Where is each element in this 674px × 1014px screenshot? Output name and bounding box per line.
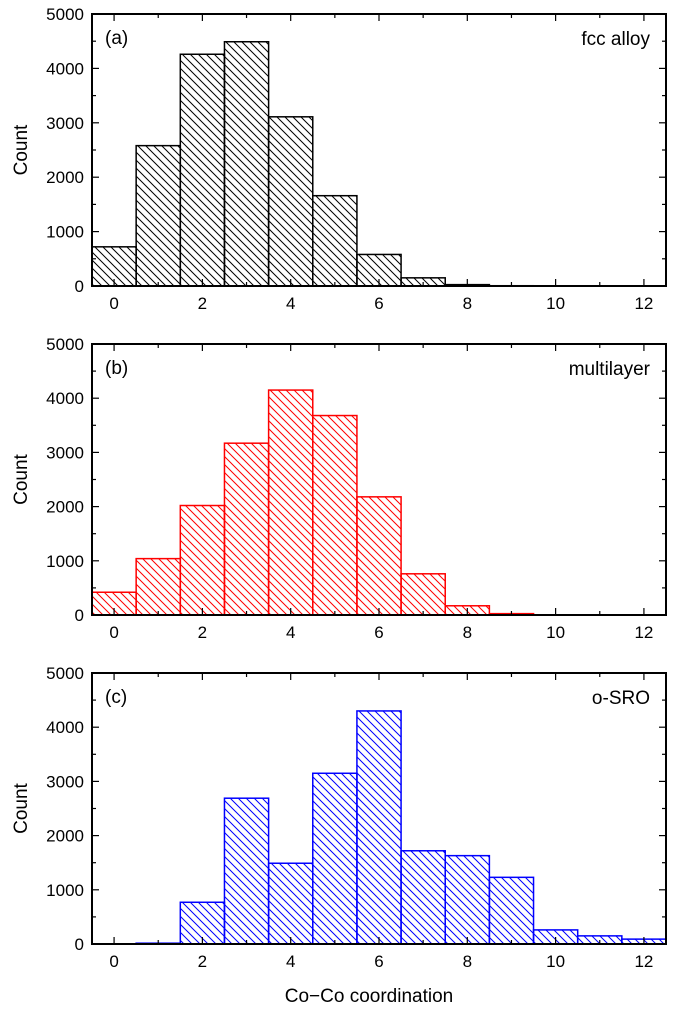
panel-a-label: (a): [105, 28, 128, 49]
panel-b-frame: [91, 343, 667, 616]
panel-c: 0 2 4 6 8 10 12 0 1000 2000 3000 4000 5000 (c) o-SRO…: [11, 664, 667, 971]
y-tick-label: 5000: [46, 664, 84, 683]
x-tick-label: 10: [546, 952, 565, 971]
histogram-bar: [400, 573, 446, 616]
histogram-bar: [179, 504, 226, 616]
panel-a-frame: [91, 13, 667, 287]
histogram-bar: [267, 116, 314, 287]
panel-c-bars: [135, 710, 667, 945]
x-tick-label: 6: [374, 294, 383, 313]
y-tick-label: 3000: [46, 772, 84, 791]
x-tick-label: 0: [109, 294, 118, 313]
panel-b-label: (b): [105, 358, 128, 379]
x-tick-label: 8: [463, 952, 472, 971]
panel-a-ticks: 0 2 4 6 8 10 12 0 1000 2000 3000 4000 5000: [46, 5, 666, 313]
y-tick-label: 1000: [46, 223, 84, 242]
histogram-bar: [223, 442, 270, 616]
y-tick-label: 4000: [46, 389, 84, 408]
histogram-bar: [488, 876, 535, 945]
x-tick-label: 6: [374, 952, 383, 971]
y-tick-label: 0: [75, 606, 84, 625]
histogram-bar: [223, 40, 270, 287]
y-tick-label: 0: [75, 277, 84, 296]
panel-c-ylabel: Count: [11, 782, 32, 833]
histogram-bar: [312, 414, 358, 616]
y-tick-label: 5000: [46, 5, 84, 24]
x-tick-label: 0: [109, 623, 118, 642]
histogram-bar: [356, 710, 402, 945]
x-tick-label: 2: [198, 952, 207, 971]
y-tick-label: 5000: [46, 335, 84, 354]
histogram-bar: [312, 194, 358, 287]
panel-b-ticks: 0 2 4 6 8 10 12 0 1000 2000 3000 4000 5000: [46, 335, 666, 642]
panel-c-ticks: 0 2 4 6 8 10 12 0 1000 2000 3000 4000 5000: [46, 664, 666, 971]
y-tick-label: 2000: [46, 498, 84, 517]
panel-b-ylabel: Count: [11, 453, 32, 504]
x-tick-label: 2: [198, 623, 207, 642]
panel-c-label: (c): [105, 687, 127, 708]
x-tick-label: 8: [463, 294, 472, 313]
x-tick-label: 4: [286, 623, 295, 642]
x-tick-label: 12: [634, 294, 653, 313]
y-tick-label: 4000: [46, 718, 84, 737]
histogram-bar: [135, 557, 182, 616]
histogram-bar: [312, 772, 358, 945]
histogram-bar: [267, 862, 314, 945]
histogram-bar: [267, 389, 314, 616]
histogram-bar: [223, 797, 270, 945]
panel-b-bars: [91, 389, 535, 616]
histogram-bar: [444, 854, 491, 945]
y-tick-label: 3000: [46, 443, 84, 462]
panel-b-annotation: multilayer: [569, 359, 651, 380]
y-tick-label: 2000: [46, 168, 84, 187]
x-tick-label: 10: [546, 623, 565, 642]
panel-a: 0 2 4 6 8 10 12 0 1000 2000 3000 4000 5000 (a) fcc a…: [11, 5, 667, 313]
histogram-bar: [356, 496, 402, 616]
histogram-bar: [400, 850, 446, 945]
x-tick-label: 4: [286, 952, 295, 971]
y-tick-label: 1000: [46, 552, 84, 571]
y-tick-label: 1000: [46, 881, 84, 900]
panel-b: 0 2 4 6 8 10 12 0 1000 2000 3000 4000 5000 (b) multi…: [11, 335, 667, 642]
panel-a-annotation: fcc alloy: [581, 29, 650, 50]
x-tick-label: 0: [109, 952, 118, 971]
panel-a-bars: [91, 40, 535, 287]
x-tick-label: 6: [374, 623, 383, 642]
y-tick-label: 2000: [46, 827, 84, 846]
y-tick-label: 4000: [46, 59, 84, 78]
histogram-bar: [179, 53, 226, 287]
x-tick-label: 4: [286, 294, 295, 313]
histogram-bar: [135, 144, 182, 287]
y-tick-label: 3000: [46, 114, 84, 133]
x-tick-label: 12: [634, 952, 653, 971]
x-tick-label: 2: [198, 294, 207, 313]
x-tick-label: 8: [463, 623, 472, 642]
panel-c-annotation: o-SRO: [592, 688, 650, 709]
panel-a-ylabel: Count: [11, 124, 32, 175]
x-tick-label: 12: [634, 623, 653, 642]
panel-c-frame: [91, 672, 667, 945]
x-axis-label: Co−Co coordination: [285, 986, 453, 1007]
y-tick-label: 0: [75, 935, 84, 954]
x-tick-label: 10: [546, 294, 565, 313]
